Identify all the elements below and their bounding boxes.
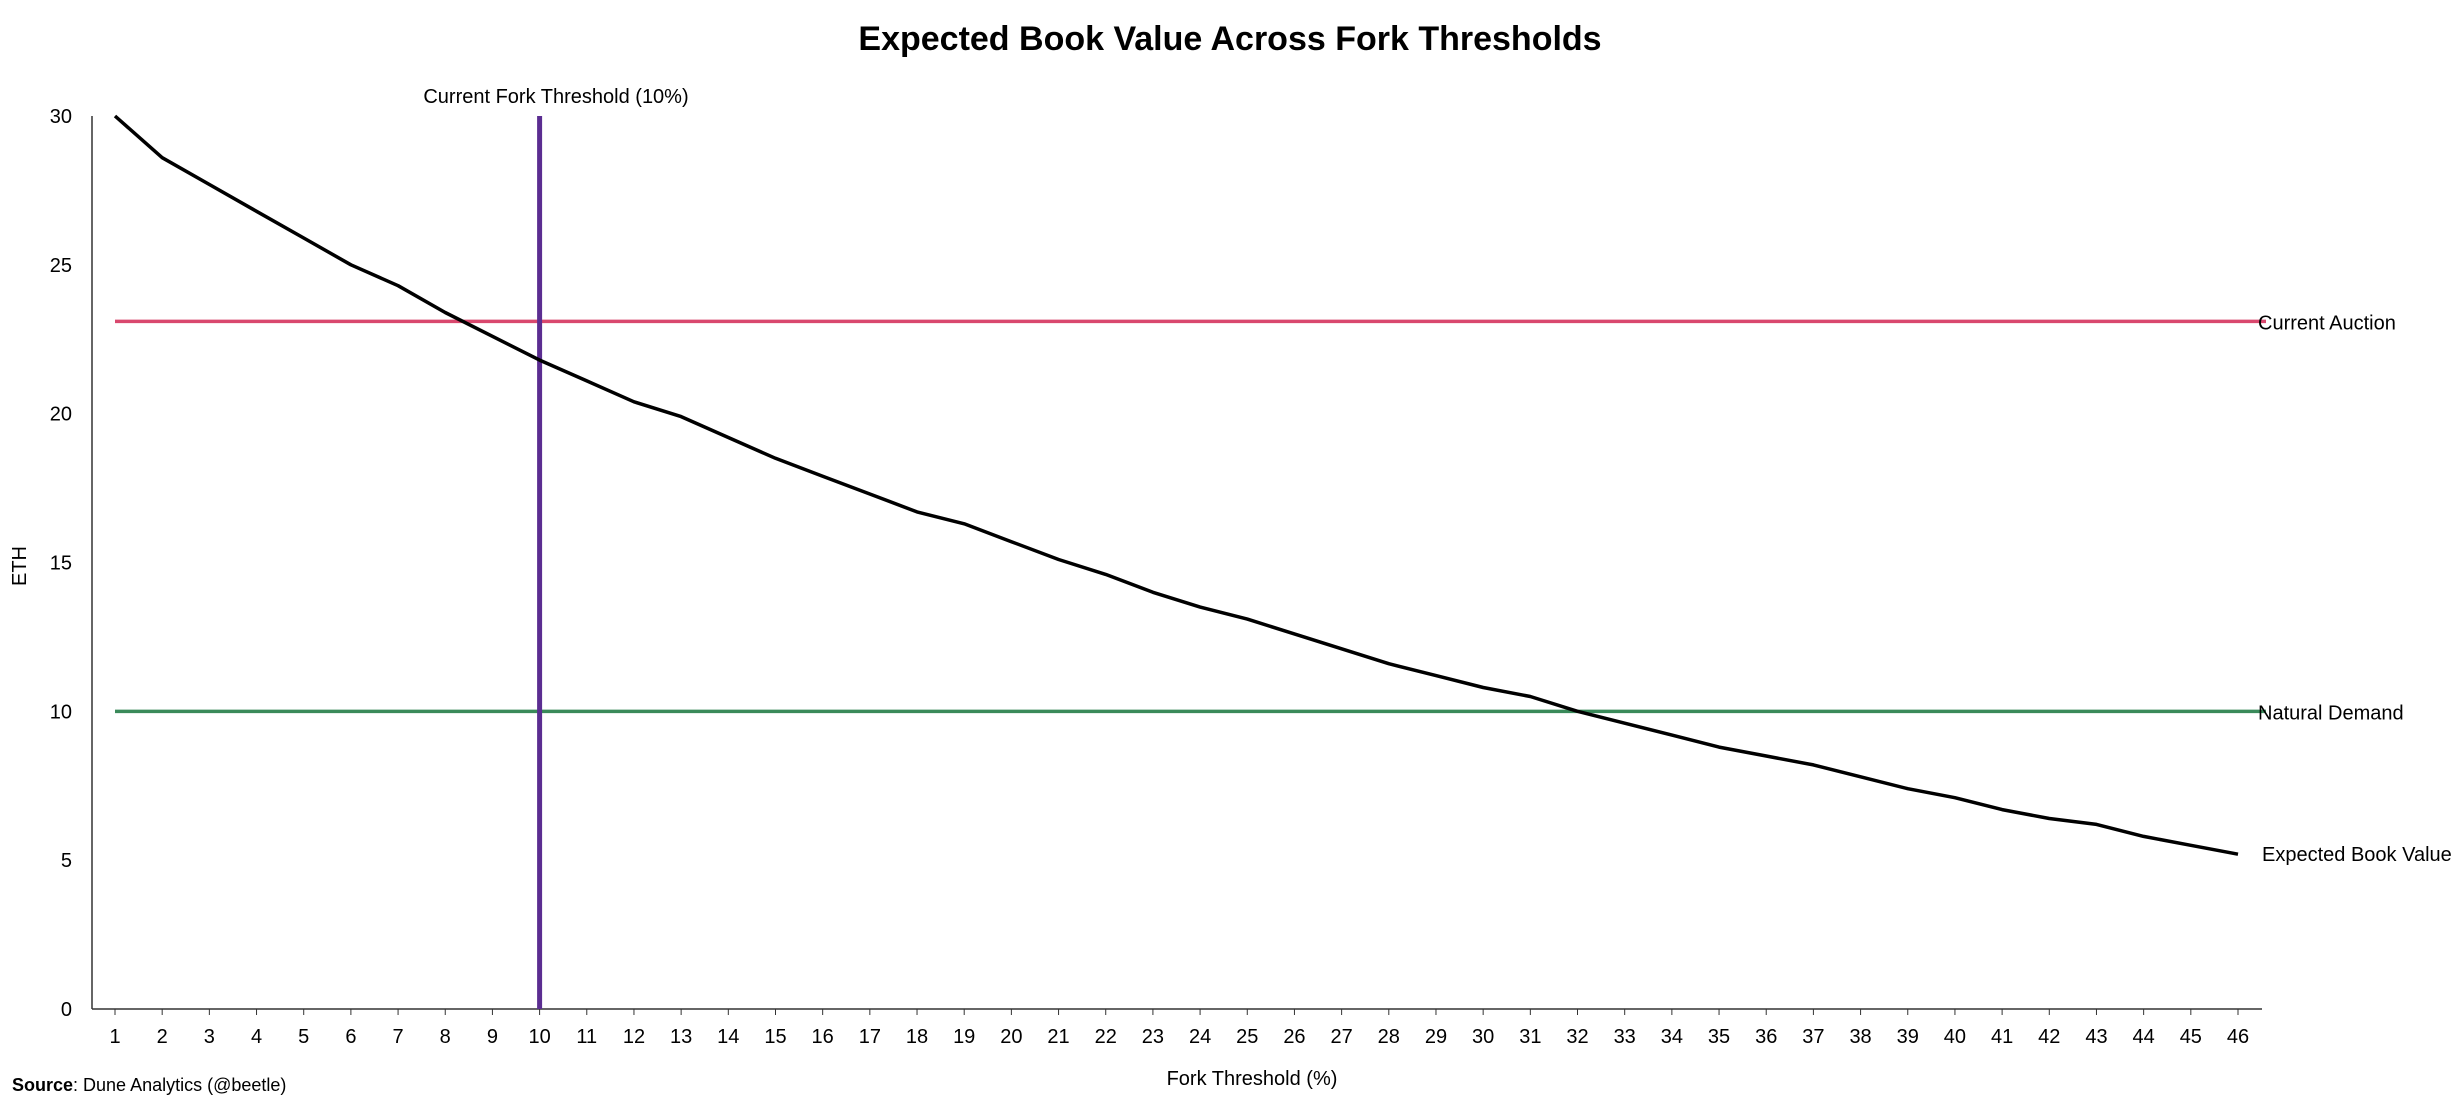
x-tick-label: 35 <box>1708 1026 1730 1048</box>
series-layer <box>113 114 2239 856</box>
x-tick-label: 45 <box>2180 1026 2202 1048</box>
x-tick-label: 3 <box>204 1026 215 1048</box>
y-tick-label: 20 <box>50 404 72 426</box>
x-tick-label: 44 <box>2133 1026 2155 1048</box>
x-tick-label: 15 <box>764 1026 786 1048</box>
x-tick-label: 18 <box>906 1026 928 1048</box>
series-line <box>113 114 2239 856</box>
reference-line-label: Natural Demand <box>2258 702 2404 724</box>
x-tick-label: 40 <box>1944 1026 1966 1048</box>
series-label: Expected Book Value <box>2262 844 2452 866</box>
x-tick-label: 30 <box>1472 1026 1494 1048</box>
y-tick-label: 0 <box>61 999 72 1021</box>
x-tick-label: 9 <box>487 1026 498 1048</box>
source-text: : Dune Analytics (@beetle) <box>73 1075 287 1095</box>
x-tick-label: 7 <box>393 1026 404 1048</box>
x-tick-label: 37 <box>1802 1026 1824 1048</box>
y-tick-label: 30 <box>50 106 72 128</box>
x-tick-label: 24 <box>1189 1026 1211 1048</box>
y-tick-label: 10 <box>50 701 72 723</box>
x-tick-label: 1 <box>109 1026 120 1048</box>
x-tick-label: 19 <box>953 1026 975 1048</box>
x-tick-label: 5 <box>298 1026 309 1048</box>
x-tick-label: 43 <box>2085 1026 2107 1048</box>
x-tick-label: 29 <box>1425 1026 1447 1048</box>
source-note: Source: Dune Analytics (@beetle) <box>12 1075 286 1096</box>
source-label: Source <box>12 1075 74 1095</box>
y-tick-label: 25 <box>50 255 72 277</box>
x-tick-label: 33 <box>1614 1026 1636 1048</box>
y-axis-title: ETH <box>9 546 31 586</box>
x-tick-label: 12 <box>623 1026 645 1048</box>
x-tick-label: 8 <box>440 1026 451 1048</box>
x-tick-label: 6 <box>345 1026 356 1048</box>
x-tick-label: 28 <box>1378 1026 1400 1048</box>
x-tick-label: 16 <box>812 1026 834 1048</box>
x-tick-label: 2 <box>157 1026 168 1048</box>
series-labels: Current Auction Natural Demand Current For… <box>423 86 2451 866</box>
x-tick-label: 38 <box>1849 1026 1871 1048</box>
x-tick-label: 32 <box>1566 1026 1588 1048</box>
reference-lines <box>115 116 2266 1009</box>
x-tick-label: 39 <box>1897 1026 1919 1048</box>
x-tick-label: 4 <box>251 1026 262 1048</box>
x-tick-label: 10 <box>528 1026 550 1048</box>
reference-line-label: Current Fork Threshold (10%) <box>423 86 688 108</box>
x-tick-label: 36 <box>1755 1026 1777 1048</box>
x-tick-label: 25 <box>1236 1026 1258 1048</box>
x-tick-label: 27 <box>1330 1026 1352 1048</box>
x-tick-label: 26 <box>1283 1026 1305 1048</box>
x-tick-label: 46 <box>2227 1026 2249 1048</box>
x-tick-label: 41 <box>1991 1026 2013 1048</box>
x-tick-label: 20 <box>1000 1026 1022 1048</box>
x-axis-title: Fork Threshold (%) <box>1167 1068 1338 1090</box>
x-tick-label: 22 <box>1095 1026 1117 1048</box>
y-tick-label: 15 <box>50 553 72 575</box>
x-tick-label: 21 <box>1047 1026 1069 1048</box>
x-tick-label: 13 <box>670 1026 692 1048</box>
chart-title: Expected Book Value Across Fork Threshol… <box>858 20 1601 58</box>
reference-line-label: Current Auction <box>2258 312 2396 334</box>
x-tick-label: 11 <box>576 1026 597 1048</box>
x-tick-label: 17 <box>859 1026 881 1048</box>
y-tick-label: 5 <box>61 850 72 872</box>
x-tick-label: 42 <box>2038 1026 2060 1048</box>
x-tick-label: 23 <box>1142 1026 1164 1048</box>
x-tick-label: 34 <box>1661 1026 1683 1048</box>
x-tick-label: 14 <box>717 1026 739 1048</box>
x-tick-label: 31 <box>1519 1026 1541 1048</box>
